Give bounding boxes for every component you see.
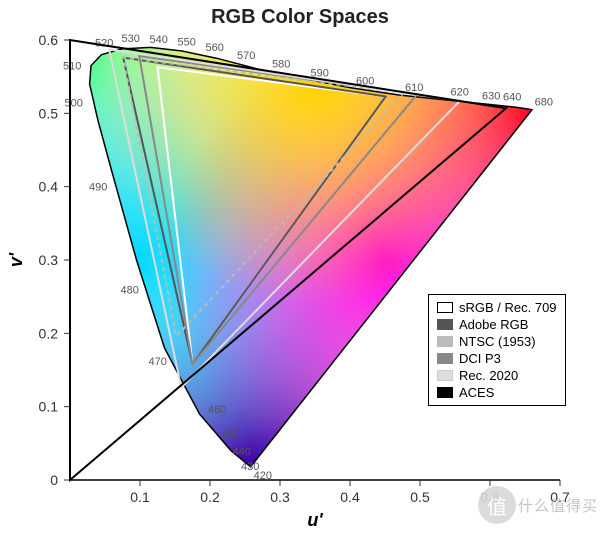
svg-text:0.4: 0.4 xyxy=(39,179,59,195)
legend-label: ACES xyxy=(459,386,494,399)
nm-label: 530 xyxy=(122,33,140,45)
svg-text:0: 0 xyxy=(50,472,58,488)
legend-swatch xyxy=(437,353,453,364)
legend-label: DCI P3 xyxy=(459,352,501,365)
nm-label: 440 xyxy=(233,446,251,458)
svg-text:0.1: 0.1 xyxy=(39,399,59,415)
svg-text:v': v' xyxy=(6,252,26,267)
nm-label: 500 xyxy=(65,97,83,109)
legend-swatch xyxy=(437,336,453,347)
legend-swatch xyxy=(437,302,453,313)
legend-row: Adobe RGB xyxy=(437,318,557,331)
nm-label: 460 xyxy=(208,404,226,416)
legend-label: Rec. 2020 xyxy=(459,369,518,382)
nm-label: 630 xyxy=(482,90,500,102)
nm-label: 490 xyxy=(89,182,107,194)
nm-label: 680 xyxy=(535,97,553,109)
legend-row: sRGB / Rec. 709 xyxy=(437,301,557,314)
nm-label: 620 xyxy=(451,87,469,99)
svg-text:0.3: 0.3 xyxy=(270,489,290,505)
svg-text:0.4: 0.4 xyxy=(340,489,360,505)
svg-text:0.2: 0.2 xyxy=(200,489,220,505)
legend-row: ACES xyxy=(437,386,557,399)
legend-label: NTSC (1953) xyxy=(459,335,536,348)
svg-text:0.6: 0.6 xyxy=(39,32,59,48)
nm-label: 550 xyxy=(178,37,196,49)
nm-label: 540 xyxy=(150,34,168,46)
legend-row: Rec. 2020 xyxy=(437,369,557,382)
nm-label: 470 xyxy=(149,356,167,368)
watermark-text: 什么值得买 xyxy=(518,495,598,516)
legend-label: Adobe RGB xyxy=(459,318,528,331)
legend-swatch xyxy=(437,370,453,381)
legend-label: sRGB / Rec. 709 xyxy=(459,301,557,314)
legend: sRGB / Rec. 709 Adobe RGB NTSC (1953) DCI P… xyxy=(428,294,566,406)
chromaticity-plot: 0.10.20.30.40.50.60.700.10.20.30.40.50.6… xyxy=(0,0,600,533)
watermark-icon: 值 xyxy=(478,486,516,524)
svg-text:0.3: 0.3 xyxy=(39,252,59,268)
svg-text:0.5: 0.5 xyxy=(39,105,59,121)
nm-label: 560 xyxy=(206,42,224,54)
nm-label: 430 xyxy=(241,461,259,473)
nm-label: 510 xyxy=(63,60,81,72)
nm-label: 580 xyxy=(272,59,290,71)
svg-text:0.5: 0.5 xyxy=(410,489,430,505)
svg-text:u': u' xyxy=(307,510,323,530)
nm-label: 640 xyxy=(503,92,521,104)
legend-row: NTSC (1953) xyxy=(437,335,557,348)
svg-text:0.2: 0.2 xyxy=(39,325,59,341)
svg-text:0.1: 0.1 xyxy=(130,489,150,505)
nm-label: 450 xyxy=(222,428,240,440)
legend-swatch xyxy=(437,319,453,330)
nm-label: 570 xyxy=(237,50,255,62)
chart-title: RGB Color Spaces xyxy=(0,6,600,29)
legend-row: DCI P3 xyxy=(437,352,557,365)
watermark: 值 什么值得买 xyxy=(478,486,598,524)
nm-label: 480 xyxy=(121,284,139,296)
legend-swatch xyxy=(437,387,453,398)
